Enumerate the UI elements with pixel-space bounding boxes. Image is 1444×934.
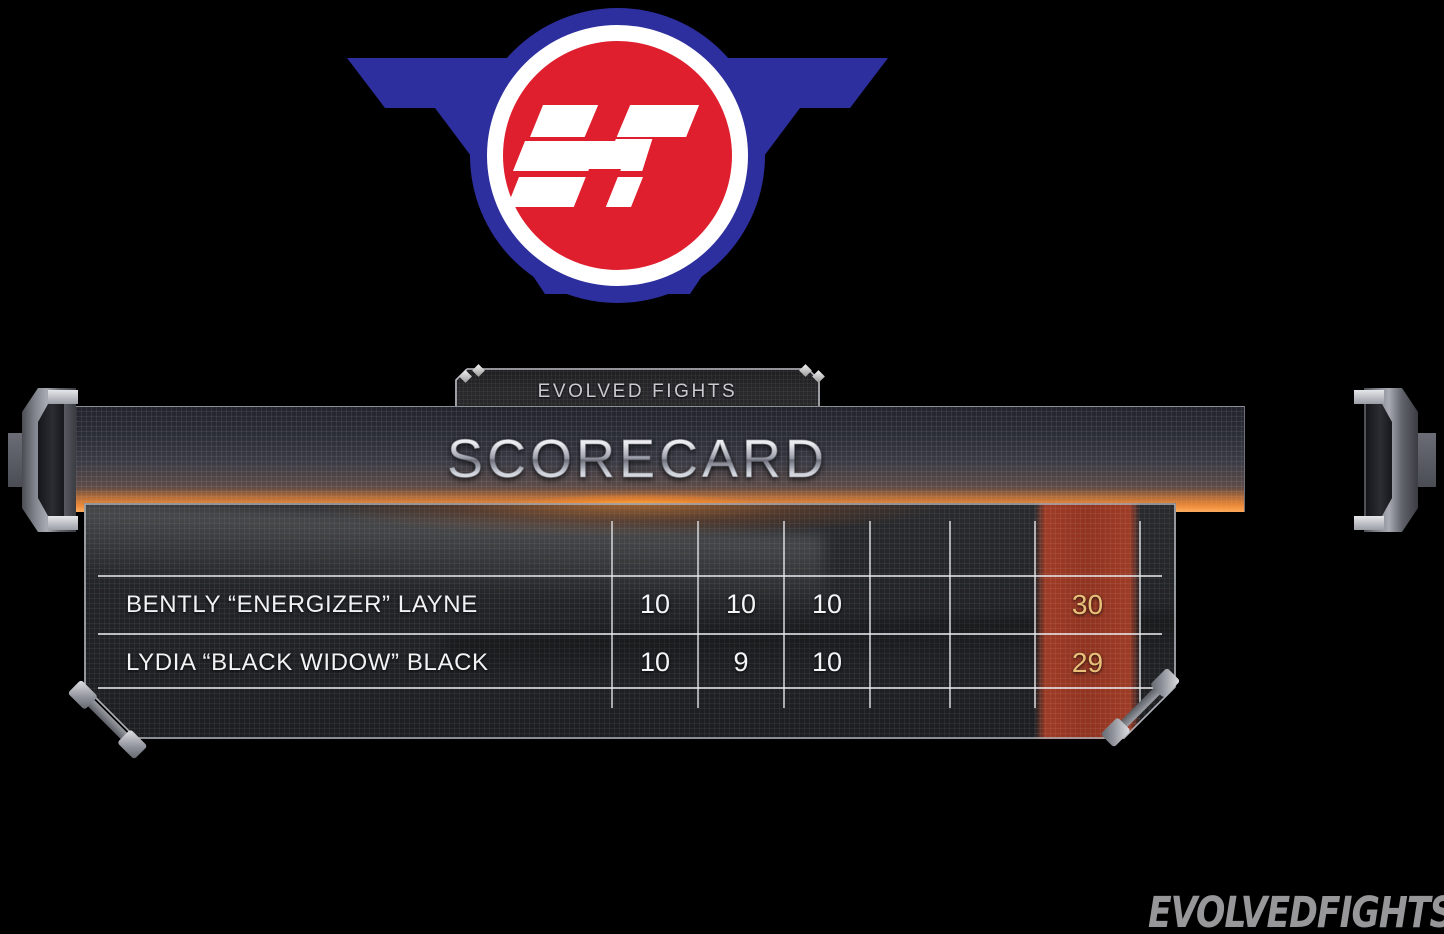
- bracket-right-inner: [1366, 404, 1392, 516]
- evolved-fights-logo: [345, 8, 890, 333]
- bracket-right-clip-top: [1354, 390, 1384, 404]
- scorecard-table: BENTLY “ENERGIZER” LAYNE 10 10 10 30 LYD…: [84, 503, 1176, 739]
- tab-label: EVOLVED FIGHTS: [537, 381, 738, 402]
- bracket-left-inner: [38, 404, 64, 516]
- scorecard-banner: [30, 406, 1245, 512]
- round-2-score: 9: [733, 647, 749, 677]
- logo-ef-monogram-icon: [507, 103, 699, 209]
- table-row[interactable]: BENTLY “ENERGIZER” LAYNE 10 10 10 30: [84, 576, 1176, 633]
- table-row[interactable]: LYDIA “BLACK WIDOW” BLACK 10 9 10 29: [84, 634, 1176, 691]
- round-1-score: 10: [639, 647, 671, 677]
- round-3-score: 10: [811, 647, 843, 677]
- bracket-left-clip-bottom: [48, 516, 78, 530]
- logo-red-disc: [503, 41, 732, 270]
- evolvedfights-watermark: EVOLVEDFIGHTS: [1148, 888, 1444, 934]
- total-score: 30: [1071, 588, 1104, 620]
- round-1-score: 10: [639, 589, 671, 619]
- fighter-name: LYDIA “BLACK WIDOW” BLACK: [126, 648, 489, 676]
- logo-white-ring: [487, 25, 748, 286]
- bracket-right-clip-bottom: [1354, 516, 1384, 530]
- logo-blue-ring: [470, 8, 765, 303]
- bracket-left-clip-top: [48, 390, 78, 404]
- round-2-score: 10: [725, 589, 757, 619]
- total-score: 29: [1071, 646, 1104, 678]
- fighter-name: BENTLY “ENERGIZER” LAYNE: [126, 590, 478, 618]
- round-3-score: 10: [811, 589, 843, 619]
